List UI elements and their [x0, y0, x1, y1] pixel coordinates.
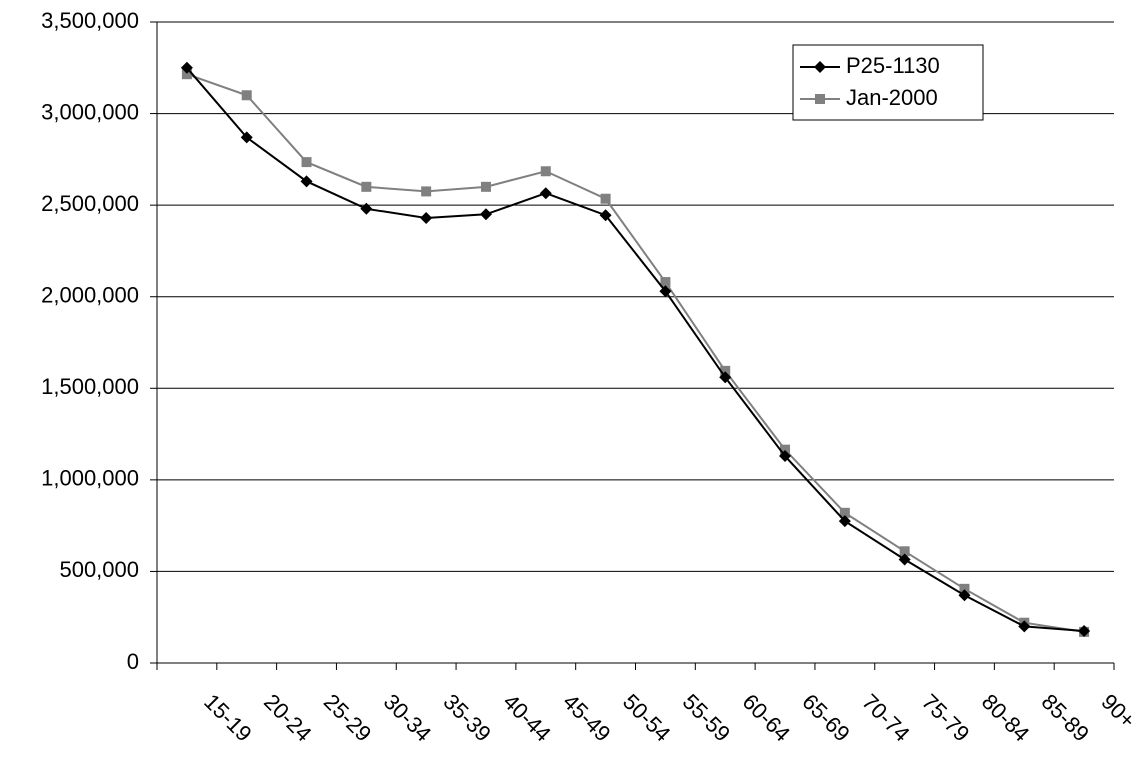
marker	[958, 589, 971, 602]
x-tick-label: 40-44	[498, 689, 555, 746]
legend-marker	[814, 61, 826, 73]
series-line	[186, 67, 1085, 632]
marker	[600, 193, 611, 204]
marker	[779, 450, 792, 463]
marker	[301, 157, 312, 168]
x-tick-label: 15-19	[199, 689, 256, 746]
legend-marker	[815, 94, 825, 104]
marker	[719, 371, 732, 384]
y-tick-label: 2,000,000	[41, 283, 139, 308]
marker	[660, 277, 671, 288]
x-tick-label: 60-64	[738, 689, 795, 746]
y-tick-label: 3,000,000	[41, 99, 139, 124]
marker	[180, 61, 193, 74]
marker	[361, 181, 372, 192]
marker	[720, 365, 731, 376]
marker	[780, 444, 791, 455]
x-tick-label: 90+	[1096, 689, 1140, 733]
x-tick-label: 35-39	[439, 689, 496, 746]
marker	[959, 583, 970, 594]
marker	[360, 202, 373, 215]
x-tick-label: 55-59	[678, 689, 735, 746]
marker	[540, 166, 551, 177]
marker	[599, 209, 612, 222]
marker	[839, 507, 850, 518]
legend-label: Jan-2000	[846, 85, 938, 110]
marker	[421, 186, 432, 197]
y-tick-label: 1,000,000	[41, 466, 139, 491]
y-tick-label: 1,500,000	[41, 374, 139, 399]
marker	[480, 181, 491, 192]
marker	[420, 211, 433, 224]
marker	[300, 175, 313, 188]
marker	[838, 515, 851, 528]
marker	[898, 553, 911, 566]
x-tick-label: 30-34	[379, 689, 436, 746]
marker	[241, 90, 252, 101]
x-tick-label: 45-49	[558, 689, 615, 746]
x-tick-label: 80-84	[977, 689, 1034, 746]
marker	[240, 131, 253, 144]
y-tick-label: 500,000	[59, 557, 139, 582]
legend-label: P25-1130	[846, 53, 940, 78]
y-tick-label: 3,500,000	[41, 8, 139, 33]
x-tick-label: 20-24	[259, 689, 316, 746]
y-tick-label: 2,500,000	[41, 191, 139, 216]
x-tick-label: 50-54	[618, 689, 675, 746]
x-tick-label: 75-79	[917, 689, 974, 746]
marker	[479, 208, 492, 221]
marker	[1018, 620, 1031, 633]
marker	[1078, 624, 1091, 637]
legend-box	[792, 44, 984, 121]
y-tick-label: 0	[127, 649, 139, 674]
marker	[899, 546, 910, 557]
x-tick-label: 70-74	[857, 689, 914, 746]
x-tick-label: 65-69	[797, 689, 854, 746]
legend: P25-1130 Jan-2000	[792, 44, 984, 121]
x-tick-label: 85-89	[1037, 689, 1094, 746]
marker	[659, 285, 672, 298]
marker	[539, 187, 552, 200]
x-tick-label: 25-29	[319, 689, 376, 746]
series-line	[186, 73, 1085, 633]
marker	[181, 69, 192, 80]
